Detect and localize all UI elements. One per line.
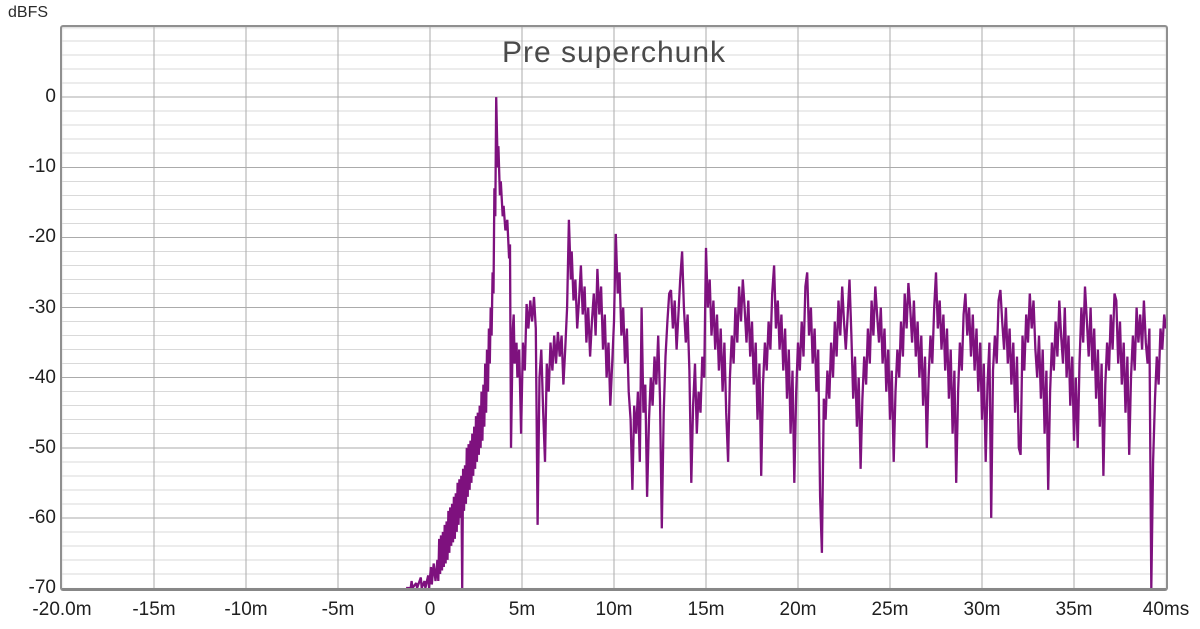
plot-svg (62, 27, 1166, 588)
y-tick-label: -50 (28, 436, 56, 458)
y-tick-label: -40 (28, 366, 56, 388)
x-tick-label: 30m (963, 599, 1001, 620)
x-tick-label: -15m (132, 599, 176, 620)
x-tick-label: -20.0m (32, 599, 92, 620)
x-tick-label: 0 (424, 599, 436, 620)
x-tick-label: 10m (595, 599, 633, 620)
y-tick-label: -20 (28, 226, 56, 248)
x-tick-label: 40ms (1142, 599, 1190, 620)
y-tick-label: -10 (28, 156, 56, 178)
plot-area (60, 25, 1168, 591)
y-tick-label: -70 (28, 577, 56, 598)
x-tick-label: 25m (871, 599, 909, 620)
x-tick-label: 5m (508, 599, 536, 620)
trace-group (406, 97, 1166, 588)
y-tick-label: -30 (28, 296, 56, 318)
y-axis-unit-label: dBFS (8, 4, 49, 21)
x-tick-label: 20m (779, 599, 817, 620)
x-tick-label: 15m (687, 599, 725, 620)
x-tick-label: -5m (321, 599, 355, 620)
etc-trace (406, 97, 1166, 588)
x-tick-label: -10m (224, 599, 268, 620)
x-tick-label: 35m (1055, 599, 1093, 620)
y-tick-label: 0 (45, 86, 56, 108)
y-tick-label: -60 (28, 506, 56, 528)
